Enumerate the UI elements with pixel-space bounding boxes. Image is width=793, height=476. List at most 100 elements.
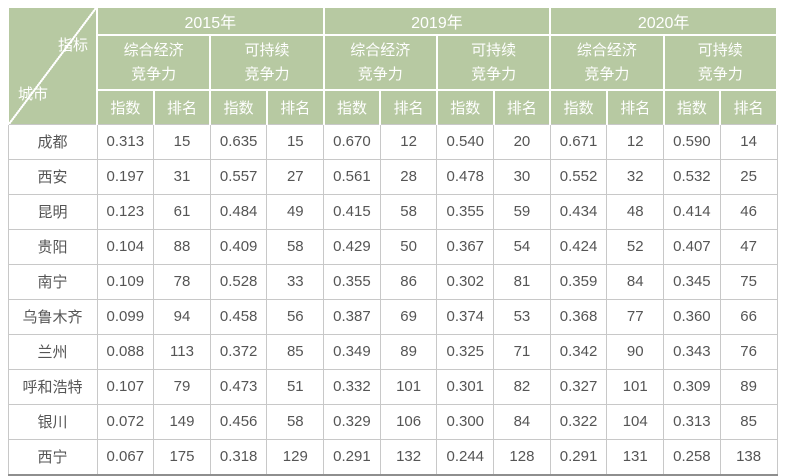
data-cell: 0.258 — [663, 438, 721, 476]
data-cell: 66 — [719, 298, 778, 335]
data-cell: 128 — [493, 438, 551, 476]
data-cell: 0.671 — [549, 123, 608, 160]
data-cell: 58 — [266, 228, 325, 265]
data-cell: 12 — [379, 123, 438, 160]
table-body: 成都 0.313 15 0.635 15 0.670 12 0.540 20 0.671 12 0.5… — [7, 123, 778, 476]
data-cell: 14 — [719, 123, 778, 160]
data-cell: 69 — [379, 298, 438, 335]
city-cell: 呼和浩特 — [7, 368, 98, 405]
metric-header-rank: 排名 — [492, 89, 552, 125]
data-cell: 0.434 — [549, 193, 608, 230]
data-cell: 0.355 — [323, 263, 381, 300]
data-cell: 149 — [153, 403, 211, 440]
data-cell: 51 — [266, 368, 325, 405]
data-cell: 0.327 — [549, 368, 608, 405]
table-row: 呼和浩特 0.107 79 0.473 51 0.332 101 0.301 82 0.327 10… — [7, 368, 778, 405]
data-cell: 15 — [266, 123, 325, 160]
data-cell: 0.552 — [549, 158, 608, 195]
data-cell: 106 — [379, 403, 438, 440]
data-cell: 132 — [379, 438, 438, 476]
year-header-row: 指标 城市 2015年 2019年 2020年 — [7, 6, 778, 125]
data-cell: 0.372 — [209, 333, 268, 370]
data-cell: 131 — [606, 438, 665, 476]
table-row: 成都 0.313 15 0.635 15 0.670 12 0.540 20 0.671 12 0.5… — [7, 123, 778, 160]
data-cell: 0.590 — [663, 123, 721, 160]
metric-header-index: 指数 — [322, 89, 382, 125]
data-cell: 0.409 — [209, 228, 268, 265]
city-cell: 贵阳 — [7, 228, 98, 265]
data-cell: 0.123 — [96, 193, 155, 230]
data-cell: 0.345 — [663, 263, 721, 300]
table-header: 指标 城市 2015年 2019年 2020年 综合经济 竞争力 可持续 竞争力… — [7, 6, 779, 125]
table-row: 乌鲁木齐 0.099 94 0.458 56 0.387 69 0.374 53 0.368 77 0… — [7, 298, 778, 335]
data-cell: 129 — [266, 438, 325, 476]
data-cell: 0.557 — [209, 158, 268, 195]
data-cell: 0.291 — [323, 438, 381, 476]
data-cell: 0.478 — [436, 158, 495, 195]
data-cell: 0.313 — [663, 403, 721, 440]
city-axis-label: 城市 — [18, 85, 49, 103]
measure-header-row: 综合经济 竞争力 可持续 竞争力 综合经济 竞争力 可持续 竞争力 综合经济 — [8, 34, 779, 91]
data-cell: 49 — [266, 193, 325, 230]
table-row: 昆明 0.123 61 0.484 49 0.415 58 0.355 59 0.434 48 0.4… — [7, 193, 778, 230]
table-row: 贵阳 0.104 88 0.409 58 0.429 50 0.367 54 0.424 52 0.4… — [7, 228, 778, 265]
data-cell: 0.325 — [436, 333, 495, 370]
data-cell: 0.088 — [96, 333, 155, 370]
city-competitiveness-table: 指标 城市 2015年 2019年 2020年 综合经济 竞争力 可持续 竞争力… — [7, 6, 779, 476]
data-cell: 25 — [719, 158, 778, 195]
data-cell: 104 — [606, 403, 665, 440]
measure-header-sustainable: 可持续 竞争力 — [209, 34, 325, 91]
data-cell: 0.484 — [209, 193, 268, 230]
data-cell: 0.322 — [549, 403, 608, 440]
city-cell: 乌鲁木齐 — [7, 298, 98, 335]
metric-header-rank: 排名 — [265, 89, 325, 125]
data-cell: 27 — [266, 158, 325, 195]
data-cell: 12 — [606, 123, 665, 160]
data-cell: 52 — [606, 228, 665, 265]
data-cell: 85 — [719, 403, 778, 440]
measure-header-economic: 综合经济 竞争力 — [549, 34, 665, 91]
measure-header-economic: 综合经济 竞争力 — [322, 34, 438, 91]
data-cell: 0.104 — [96, 228, 155, 265]
metric-header-rank: 排名 — [605, 89, 665, 125]
data-cell: 89 — [719, 368, 778, 405]
metric-header-index: 指数 — [549, 89, 608, 125]
data-cell: 175 — [153, 438, 211, 476]
data-cell: 85 — [266, 333, 325, 370]
data-cell: 54 — [493, 228, 551, 265]
data-cell: 0.302 — [436, 263, 495, 300]
metric-header-row: 指数 排名 指数 排名 指数 排名 指数 排名 指数 排名 指数 排名 — [8, 89, 778, 125]
data-cell: 0.343 — [663, 333, 721, 370]
data-cell: 32 — [606, 158, 665, 195]
data-cell: 50 — [379, 228, 438, 265]
data-cell: 31 — [153, 158, 211, 195]
data-cell: 0.313 — [96, 123, 155, 160]
data-cell: 0.528 — [209, 263, 268, 300]
indicator-axis-label: 指标 — [57, 37, 88, 54]
data-cell: 0.355 — [436, 193, 495, 230]
city-cell: 兰州 — [7, 333, 98, 370]
metric-header-index: 指数 — [96, 89, 155, 125]
data-cell: 0.407 — [663, 228, 721, 265]
data-cell: 81 — [493, 263, 551, 300]
data-cell: 75 — [719, 263, 778, 300]
data-cell: 0.359 — [549, 263, 608, 300]
data-cell: 0.318 — [209, 438, 268, 476]
data-cell: 0.197 — [96, 158, 155, 195]
data-cell: 101 — [606, 368, 665, 405]
table-row: 银川 0.072 149 0.456 58 0.329 106 0.300 84 0.322 104… — [7, 403, 778, 440]
city-cell: 昆明 — [7, 193, 98, 230]
data-cell: 15 — [153, 123, 211, 160]
metric-header-rank: 排名 — [152, 89, 212, 125]
data-cell: 0.072 — [96, 403, 155, 440]
data-cell: 47 — [719, 228, 778, 265]
data-cell: 88 — [153, 228, 211, 265]
data-cell: 0.429 — [323, 228, 381, 265]
data-cell: 101 — [379, 368, 438, 405]
year-header-2020: 2020年 — [549, 6, 778, 36]
city-cell: 成都 — [7, 123, 98, 160]
data-cell: 0.670 — [323, 123, 381, 160]
table-row: 西宁 0.067 175 0.318 129 0.291 132 0.244 128 0.291 1… — [7, 438, 778, 476]
data-cell: 94 — [153, 298, 211, 335]
data-cell: 0.635 — [209, 123, 268, 160]
